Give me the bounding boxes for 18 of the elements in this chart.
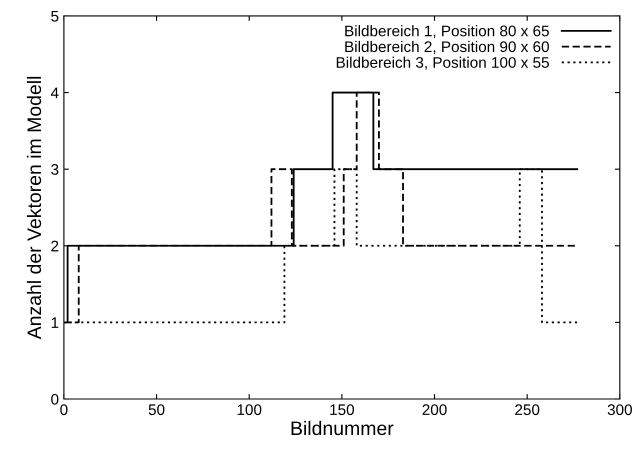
x-tick-label: 300 — [608, 404, 632, 416]
x-tick-label: 200 — [422, 404, 447, 416]
y-tick-label: 0 — [51, 394, 58, 405]
x-axis-title: Bildnummer — [292, 420, 394, 436]
legend-label: Bildbereich 1, Position 80 x 65 — [345, 25, 549, 38]
y-tick-label: 4 — [50, 88, 59, 98]
legend-label: Bildbereich 3, Position 100 x 55 — [336, 56, 549, 70]
y-tick-label: 3 — [51, 164, 58, 175]
y-tick-label: 2 — [51, 240, 58, 252]
legend-label: Bildbereich 2, Position 90 x 60 — [345, 40, 549, 54]
x-tick-label: 250 — [515, 404, 540, 416]
x-tick-label: 50 — [148, 404, 164, 416]
x-tick-label: 0 — [60, 404, 68, 416]
y-tick-label: 5 — [51, 10, 58, 22]
y-tick-label: 1 — [52, 317, 58, 328]
x-tick-label: 100 — [238, 404, 262, 416]
y-axis-title: Anzahl der Vektoren im Modell — [26, 76, 42, 340]
x-tick-label: 150 — [330, 404, 354, 416]
